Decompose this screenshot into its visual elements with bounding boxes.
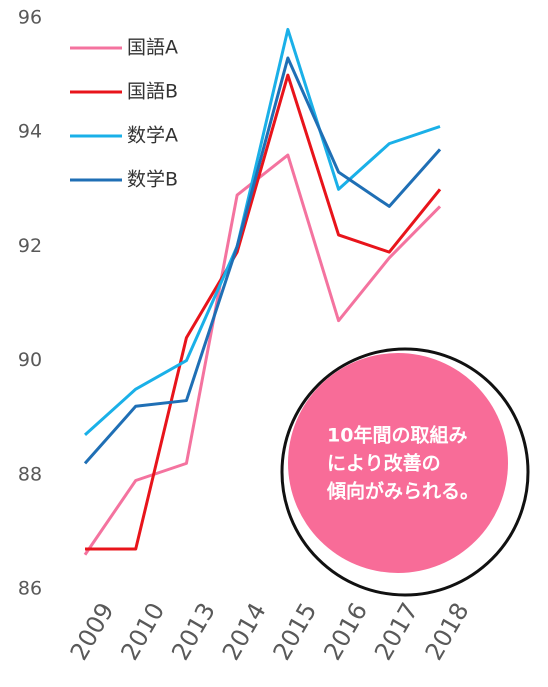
x-tick-label: 2016	[318, 598, 373, 665]
series-line	[83, 27, 441, 436]
legend-label: 国語A	[127, 37, 178, 59]
annotation-text: 10年間の取組み	[327, 424, 467, 447]
y-tick-label: 94	[18, 121, 42, 143]
x-tick-label: 2009	[65, 598, 120, 665]
series-line	[83, 56, 442, 465]
annotation-text: 傾向がみられる。	[326, 480, 479, 503]
y-tick-label: 88	[18, 463, 42, 485]
annotation-text: により改善の	[327, 452, 441, 475]
y-tick-label: 92	[18, 235, 42, 257]
y-tick-label: 90	[18, 349, 42, 371]
series-line	[85, 73, 442, 551]
x-tick-label: 2015	[268, 598, 323, 665]
legend-label: 数学B	[127, 169, 178, 191]
legend-label: 数学A	[127, 125, 178, 147]
x-tick-label: 2010	[115, 598, 170, 665]
series-line	[83, 153, 442, 556]
x-tick-label: 2017	[369, 598, 424, 665]
y-tick-label: 86	[18, 578, 42, 600]
x-tick-label: 2013	[166, 598, 221, 665]
x-tick-label: 2014	[217, 598, 272, 665]
x-tick-label: 2018	[420, 598, 475, 665]
legend-label: 国語B	[127, 81, 178, 103]
y-tick-label: 96	[18, 7, 42, 29]
annotation-bubble	[288, 353, 508, 573]
